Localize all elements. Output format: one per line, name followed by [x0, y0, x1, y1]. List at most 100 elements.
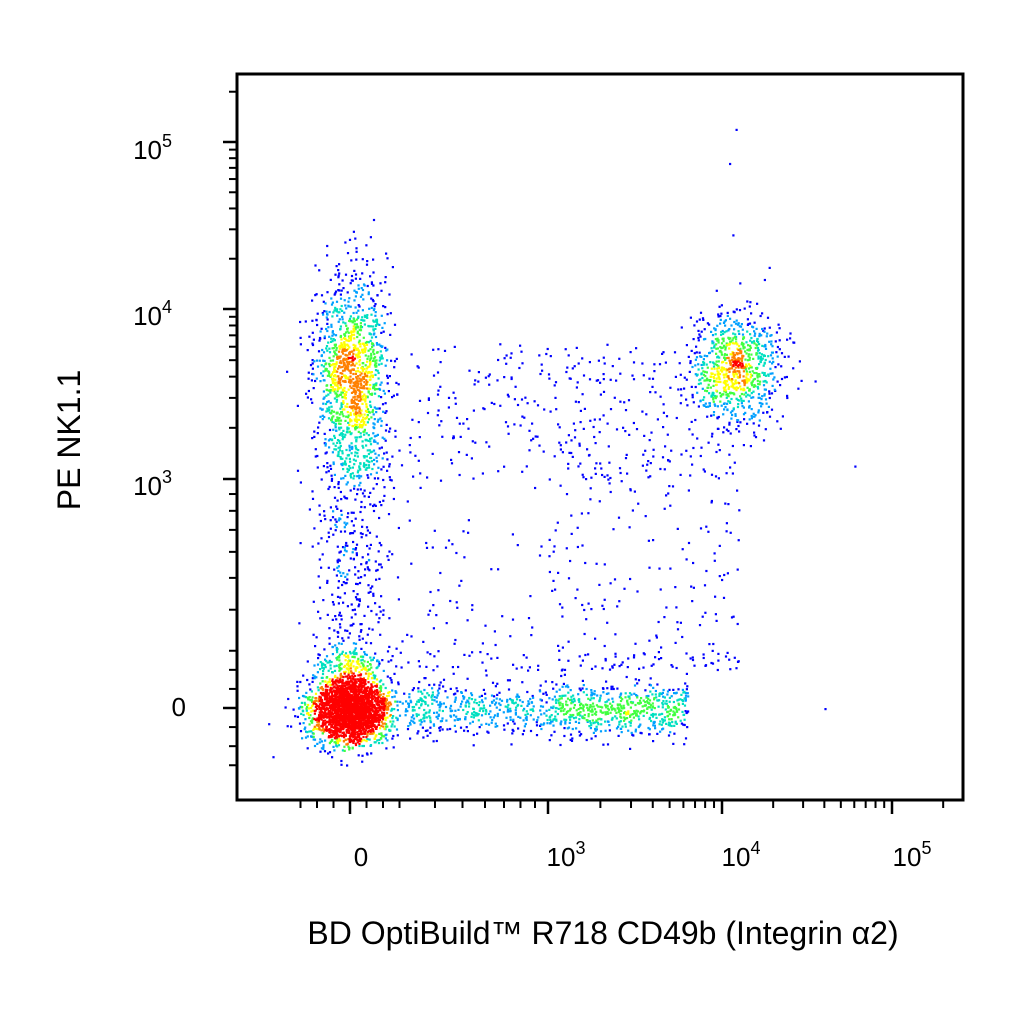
data-point — [337, 311, 340, 314]
data-point — [369, 744, 373, 747]
data-point — [579, 409, 582, 412]
data-point — [358, 466, 361, 469]
data-point — [432, 627, 435, 630]
data-point — [425, 711, 428, 714]
data-point — [684, 737, 688, 740]
data-point — [608, 729, 611, 732]
data-point — [717, 313, 720, 316]
data-point — [716, 324, 719, 327]
data-point — [752, 415, 755, 418]
data-point — [370, 282, 374, 285]
data-point — [382, 410, 385, 413]
data-point — [369, 357, 372, 360]
data-point — [358, 436, 361, 439]
data-point — [349, 411, 352, 415]
data-point — [335, 361, 338, 364]
data-point — [376, 693, 379, 696]
data-point — [328, 351, 332, 354]
data-point — [767, 355, 770, 358]
data-point — [724, 502, 727, 505]
data-point — [318, 695, 321, 698]
data-point — [734, 382, 737, 385]
data-point — [344, 474, 347, 477]
data-point — [354, 237, 357, 240]
data-point — [551, 698, 554, 701]
data-point — [620, 692, 623, 695]
data-point — [385, 700, 388, 703]
data-point — [681, 635, 684, 639]
data-point — [386, 650, 390, 653]
data-point — [645, 413, 648, 416]
data-point — [698, 624, 702, 627]
data-point — [507, 395, 510, 398]
data-point — [370, 752, 373, 755]
data-point — [562, 682, 565, 685]
data-point — [554, 710, 557, 713]
data-point — [566, 684, 569, 687]
data-point — [569, 689, 572, 692]
data-point — [744, 411, 747, 414]
data-point — [725, 368, 728, 371]
data-point — [511, 699, 514, 702]
data-point — [748, 405, 751, 409]
data-point — [453, 724, 456, 727]
data-point — [663, 696, 666, 699]
data-point — [377, 371, 380, 375]
data-point — [338, 517, 341, 520]
data-point — [367, 675, 370, 678]
data-point — [585, 618, 588, 621]
data-point — [540, 713, 543, 716]
data-point — [711, 432, 714, 435]
data-point — [733, 656, 736, 659]
data-point — [341, 388, 344, 391]
data-point — [323, 415, 326, 419]
data-point — [736, 347, 739, 350]
data-point — [305, 392, 308, 395]
data-point — [563, 718, 566, 721]
data-point — [669, 567, 672, 570]
data-point — [337, 519, 340, 522]
data-point — [481, 472, 484, 475]
data-point — [525, 716, 528, 720]
data-point — [301, 737, 304, 740]
data-point — [335, 520, 338, 523]
data-point — [763, 362, 766, 365]
data-point — [758, 375, 761, 378]
data-point — [487, 731, 490, 734]
data-point — [685, 558, 688, 561]
data-point — [354, 277, 357, 280]
data-point — [357, 399, 360, 402]
data-point — [347, 331, 350, 334]
data-point — [372, 681, 375, 684]
data-point — [350, 274, 354, 278]
data-point — [439, 479, 443, 482]
data-point — [563, 727, 566, 730]
data-point — [336, 648, 339, 651]
data-point — [660, 657, 663, 660]
data-point — [367, 293, 370, 296]
data-point — [496, 712, 499, 715]
data-point — [740, 392, 743, 396]
data-point — [373, 477, 376, 480]
data-point — [652, 740, 655, 743]
data-point — [598, 418, 601, 421]
data-point — [722, 321, 726, 324]
data-point — [327, 389, 330, 392]
data-point — [409, 436, 412, 440]
data-point — [662, 351, 665, 354]
data-point — [340, 362, 343, 365]
data-point — [318, 558, 321, 561]
data-point — [752, 412, 755, 415]
data-point — [727, 336, 730, 339]
data-point — [745, 365, 749, 368]
data-point — [343, 592, 346, 595]
data-point — [723, 388, 726, 392]
data-point — [356, 354, 359, 357]
data-point — [707, 530, 710, 533]
data-point — [343, 549, 347, 552]
data-point — [763, 393, 766, 396]
data-point — [365, 406, 368, 409]
data-point — [583, 717, 586, 720]
data-point — [658, 567, 661, 570]
data-point — [739, 395, 742, 398]
